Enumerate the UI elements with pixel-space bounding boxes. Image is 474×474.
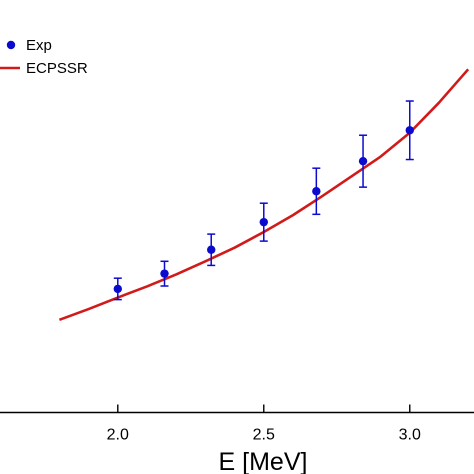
exp-data-point — [405, 100, 414, 161]
exp-data-point — [160, 260, 169, 287]
x-tick-label: 2.0 — [107, 427, 129, 444]
x-axis-label: E [MeV] — [219, 448, 308, 474]
exp-data-point — [358, 134, 368, 188]
exp-marker — [259, 217, 268, 227]
exp-marker — [405, 126, 414, 135]
exp-data-point — [113, 277, 122, 301]
exp-data-point — [259, 202, 268, 242]
exp-marker — [160, 269, 169, 278]
x-tick-label: 3.0 — [399, 427, 421, 444]
exp-data-point — [312, 167, 321, 216]
legend-label-exp: Exp — [26, 37, 52, 54]
legend-label-ecpssr: ECPSSR — [26, 60, 88, 77]
exp-points-layer — [113, 100, 414, 301]
x-tick-label: 2.5 — [253, 427, 275, 444]
legend: Exp ECPSSR — [0, 37, 88, 77]
exp-data-point — [207, 233, 216, 267]
exp-marker — [207, 245, 216, 254]
exp-marker — [113, 284, 122, 294]
exp-marker — [312, 187, 321, 196]
legend-marker-exp — [6, 40, 16, 50]
exp-marker — [358, 156, 368, 166]
ecpssr-curve-layer — [58, 68, 470, 322]
ecpssr-curve — [58, 68, 470, 322]
x-axis-ticks: 2.0 2.5 3.0 — [107, 404, 421, 444]
